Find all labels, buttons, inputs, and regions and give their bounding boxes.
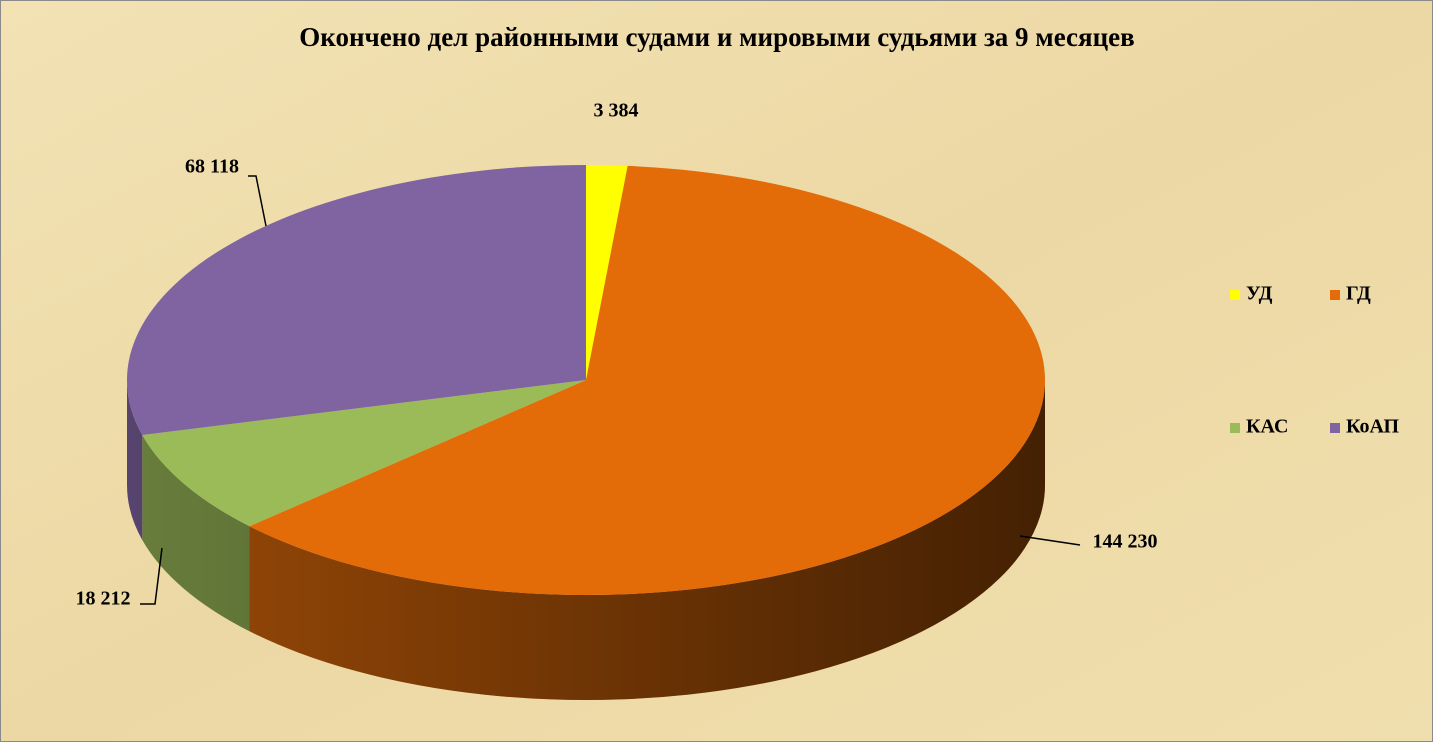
slice (142, 380, 586, 527)
slice (586, 165, 628, 380)
data-label: 3 384 (594, 100, 639, 122)
leader-line (140, 547, 163, 605)
legend-swatch (1230, 290, 1240, 300)
slice (126, 165, 586, 436)
leader-line (248, 175, 267, 227)
leader-line (1019, 535, 1081, 546)
slice (249, 165, 1046, 595)
chart-title: Окончено дел районными судами и мировыми… (299, 22, 1134, 52)
slice-side-shade (127, 380, 143, 541)
legend-label: КоАП (1346, 416, 1399, 438)
legend-swatch (1230, 423, 1240, 433)
data-label: 144 230 (1093, 531, 1158, 553)
legend-label: УД (1246, 283, 1273, 305)
legend-swatch (1330, 423, 1340, 433)
data-label: 18 212 (76, 588, 131, 610)
legend-label: КАС (1246, 416, 1288, 438)
legend-swatch (1330, 290, 1340, 300)
data-label: 68 118 (185, 156, 239, 178)
slice-side-shade (249, 380, 1045, 700)
slice-side-shade (142, 435, 250, 632)
legend-label: ГД (1346, 283, 1371, 305)
